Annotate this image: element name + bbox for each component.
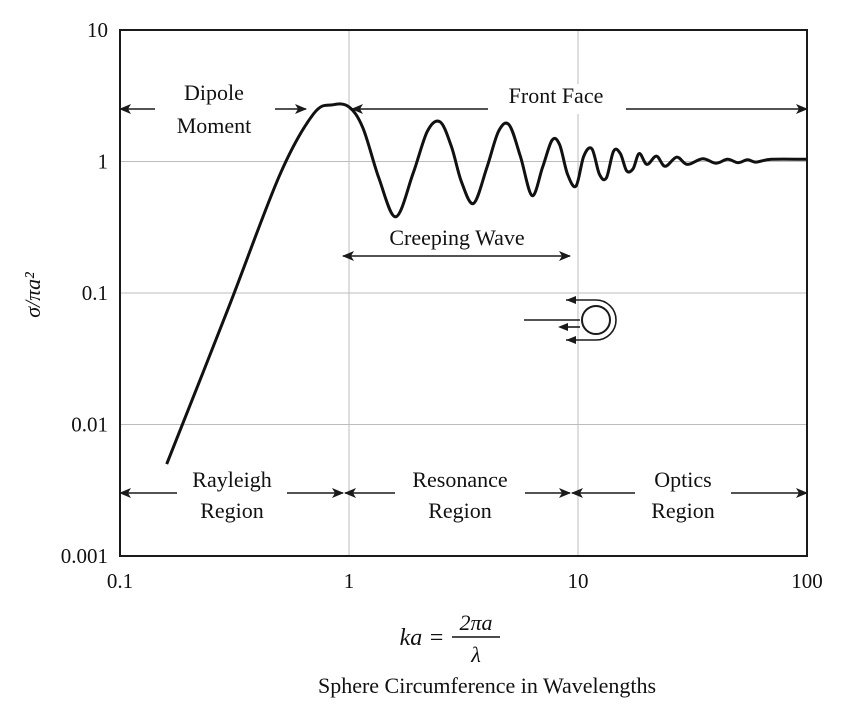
dipole-label-line1: Dipole	[184, 80, 244, 105]
formula-denominator: λ	[470, 642, 481, 667]
rcs-curve	[165, 102, 808, 465]
y-tick-label: 0.1	[82, 281, 108, 305]
rayleigh-label-line2: Region	[200, 498, 264, 523]
plot-frame	[119, 29, 808, 557]
creeping-wave-label: Creeping Wave	[389, 225, 524, 250]
resonance-label-bg	[395, 462, 525, 526]
x-tick-label: 10	[568, 569, 589, 593]
optics-label-bg	[635, 462, 731, 526]
x-axis-label: Sphere Circumference in Wavelengths	[318, 673, 656, 698]
y-tick-label: 10	[87, 18, 108, 42]
y-tick-label: 0.001	[61, 544, 108, 568]
x-tick-label: 0.1	[107, 569, 133, 593]
resonance-label-line1: Resonance	[412, 467, 507, 492]
y-tick-label: 0.01	[71, 413, 108, 437]
rayleigh-label-bg	[177, 462, 287, 526]
formula-lhs: ka =	[400, 625, 445, 651]
resonance-label-line2: Region	[428, 498, 492, 523]
rayleigh-label-line1: Rayleigh	[192, 467, 271, 492]
x-tick-label: 1	[344, 569, 355, 593]
y-tick-label: 1	[98, 150, 109, 174]
x-axis-formula: ka = 2πa λ	[400, 610, 500, 667]
dipole-label-line2: Moment	[177, 113, 252, 138]
y-tick-labels: 0.001 0.01 0.1 1 10	[61, 18, 108, 568]
formula-numerator: 2πa	[459, 610, 492, 635]
optics-label-line1: Optics	[654, 467, 711, 492]
creeping-wave-diagram	[524, 296, 617, 344]
optics-label-line2: Region	[651, 498, 715, 523]
front-face-label: Front Face	[509, 83, 604, 108]
x-tick-label: 100	[791, 569, 823, 593]
dipole-label-bg	[155, 74, 275, 144]
x-tick-labels: 0.1 1 10 100	[107, 569, 823, 593]
y-axis-label: σ/πa²	[20, 272, 45, 318]
front-face-label-bg	[488, 84, 626, 114]
